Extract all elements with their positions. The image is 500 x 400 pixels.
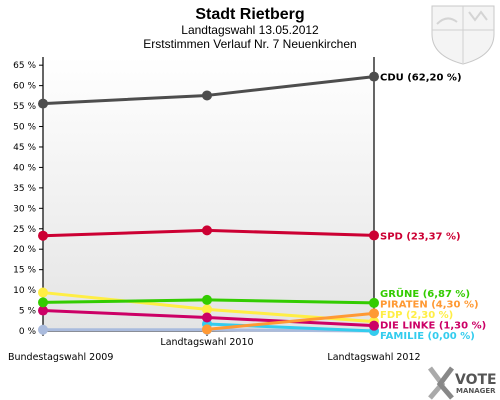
end-label-spd: SPD (23,37 %) xyxy=(380,231,461,242)
data-point-spd xyxy=(38,230,48,241)
points-layer xyxy=(38,71,379,336)
data-point-sonstige xyxy=(38,324,48,335)
y-tick-label: 45 % xyxy=(13,143,36,153)
data-point-fdp xyxy=(202,304,212,315)
data-point-gruene xyxy=(202,294,212,305)
data-point-die-linke xyxy=(38,305,48,316)
logo-x-icon xyxy=(428,366,454,400)
y-tick-label: 55 % xyxy=(13,102,36,112)
y-tick-label: 50 % xyxy=(13,123,36,133)
logo-text-manager: MANAGER xyxy=(456,387,496,395)
end-labels: CDU (62,20 %) SPD (23,37 %) GRÜNE (6,87 %)… xyxy=(380,73,486,342)
end-label-fdp: FDP (2,30 %) xyxy=(380,310,453,321)
x-tick-label: Landtagswahl 2012 xyxy=(327,352,420,363)
coat-of-arms-icon xyxy=(431,5,495,65)
data-point-spd xyxy=(202,225,212,236)
plot-area xyxy=(43,57,374,331)
data-point-gruene xyxy=(38,297,48,308)
data-point-piraten xyxy=(202,324,212,335)
end-label-familie: FAMILIE (0,00 %) xyxy=(380,331,475,342)
end-label-die-linke: DIE LINKE (1,30 %) xyxy=(380,321,486,332)
data-point-gruene xyxy=(369,297,379,308)
chart-title: Stadt Rietberg xyxy=(195,6,304,23)
series-line-piraten xyxy=(206,311,375,331)
data-point-spd xyxy=(369,230,379,241)
end-label-gruene: GRÜNE (6,87 %) xyxy=(380,286,470,300)
data-point-fdp xyxy=(38,287,48,298)
data-point-piraten xyxy=(369,308,379,319)
y-tick-label: 25 % xyxy=(13,225,36,235)
y-tick-label: 35 % xyxy=(13,184,36,194)
y-tick-label: 15 % xyxy=(13,266,36,276)
end-label-cdu: CDU (62,20 %) xyxy=(380,73,462,84)
y-tick-label: 30 % xyxy=(13,204,36,214)
vote-manager-logo: VOTE MANAGER xyxy=(428,366,497,400)
x-tick-label: Bundestagswahl 2009 xyxy=(8,352,113,363)
data-point-cdu xyxy=(369,71,379,82)
y-tick-label: 5 % xyxy=(19,307,37,317)
data-point-cdu xyxy=(202,90,212,101)
data-point-die-linke xyxy=(202,312,212,323)
y-tick-label: 60 % xyxy=(13,82,36,92)
end-label-piraten: PIRATEN (4,30 %) xyxy=(380,300,479,311)
data-point-die-linke xyxy=(369,320,379,331)
y-tick-label: 65 % xyxy=(13,61,36,71)
y-tick-label: 10 % xyxy=(13,286,36,296)
y-tick-label: 0 % xyxy=(19,327,37,337)
data-point-cdu xyxy=(38,98,48,109)
y-tick-label: 20 % xyxy=(13,245,36,255)
chart-subtitle-date: Landtagswahl 13.05.2012 xyxy=(181,23,319,37)
x-tick-label: Landtagswahl 2010 xyxy=(160,337,253,348)
logo-text-vote: VOTE xyxy=(455,372,497,388)
y-tick-label: 40 % xyxy=(13,163,36,173)
chart-subtitle-district: Erststimmen Verlauf Nr. 7 Neuenkirchen xyxy=(143,37,356,51)
